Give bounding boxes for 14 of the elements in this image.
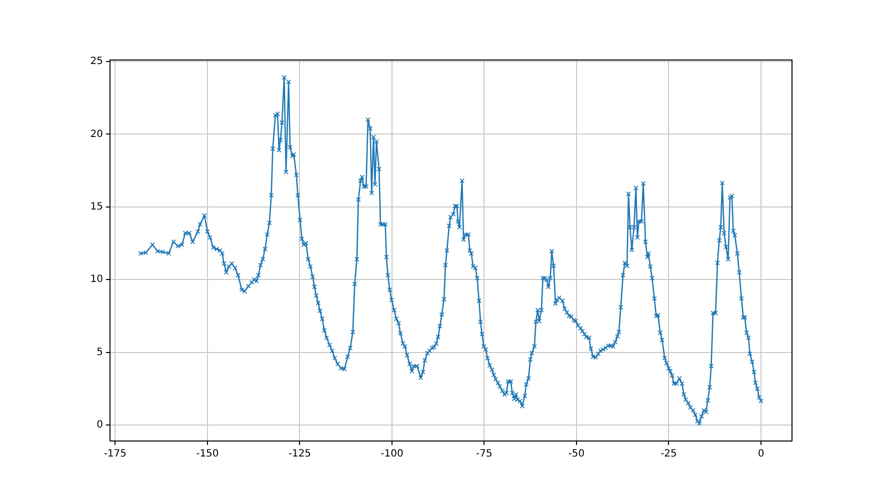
y-tick-label: 0 (96, 420, 103, 431)
x-tick-label: -150 (196, 448, 219, 460)
y-tick-label: 15 (90, 201, 103, 212)
x-tick-label: 0 (758, 448, 764, 460)
x-tick-label: -125 (288, 448, 312, 460)
y-tick-label: 20 (90, 128, 103, 140)
x-tick-label: -50 (568, 448, 585, 460)
x-tick-label: -25 (660, 448, 677, 460)
x-tick-label: -175 (104, 448, 127, 460)
x-tick-label: -100 (380, 448, 404, 460)
y-tick-label: 25 (90, 56, 103, 68)
x-tick-label: -75 (476, 448, 492, 460)
y-tick-label: 10 (90, 274, 103, 286)
y-tick-label: 5 (96, 346, 103, 358)
